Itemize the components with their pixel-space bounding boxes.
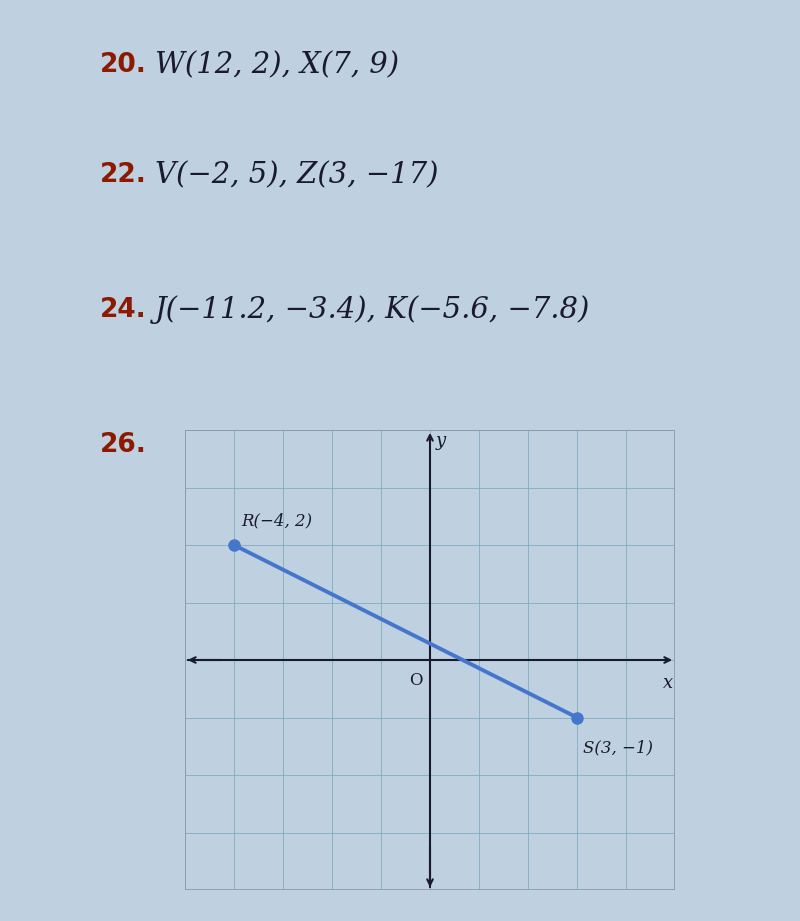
Text: S(3, −1): S(3, −1): [583, 740, 653, 756]
Text: y: y: [436, 433, 446, 450]
Text: O: O: [410, 671, 423, 689]
Text: 24.: 24.: [100, 297, 146, 323]
Text: V(−2, 5), Z(3, −17): V(−2, 5), Z(3, −17): [155, 161, 438, 189]
Text: W(12, 2), X(7, 9): W(12, 2), X(7, 9): [155, 51, 399, 79]
Text: 20.: 20.: [100, 52, 147, 78]
Text: 26.: 26.: [100, 432, 147, 458]
Text: J(−11.2, −3.4), K(−5.6, −7.8): J(−11.2, −3.4), K(−5.6, −7.8): [155, 296, 590, 324]
Text: 22.: 22.: [100, 162, 147, 188]
Text: R(−4, 2): R(−4, 2): [242, 512, 313, 529]
Text: x: x: [662, 674, 673, 692]
